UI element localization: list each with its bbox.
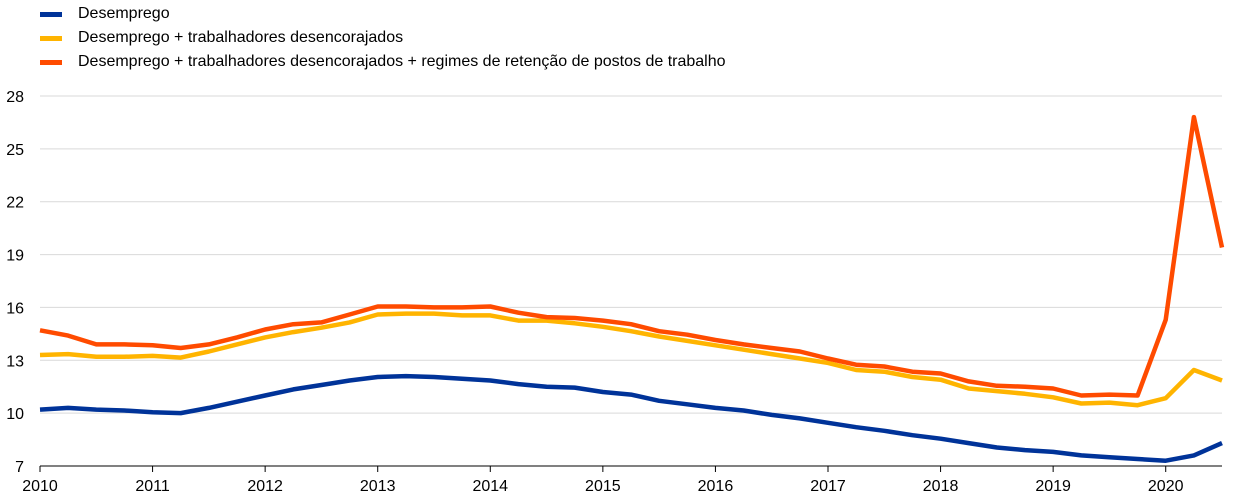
y-tick-label: 28 [6, 89, 24, 106]
x-tick-label: 2017 [810, 478, 846, 495]
x-tick-label: 2015 [585, 478, 621, 495]
y-tick-labels: 7 10 13 16 19 22 25 28 [6, 89, 24, 476]
legend-item-desencorajados: Desemprego + trabalhadores desencorajado… [40, 26, 726, 50]
legend-item-desemprego: Desemprego [40, 2, 726, 26]
legend-label-desencorajados: Desemprego + trabalhadores desencorajado… [78, 29, 404, 46]
y-tick-label: 16 [6, 300, 24, 317]
series-line-desencorajados [39, 311, 1223, 408]
legend-swatch-desemprego [40, 11, 62, 17]
y-tick-label: 13 [6, 353, 24, 370]
legend: Desemprego Desemprego + trabalhadores de… [40, 2, 726, 74]
x-tick-label: 2019 [1035, 478, 1071, 495]
x-tick-label: 2018 [923, 478, 959, 495]
series-line-desemprego [39, 373, 1223, 463]
legend-item-retencao: Desemprego + trabalhadores desencorajado… [40, 50, 726, 74]
y-tick-label: 25 [6, 142, 24, 159]
x-tick-label: 2010 [22, 478, 58, 495]
y-tick-label: 19 [6, 248, 24, 265]
y-tick-label: 7 [15, 459, 24, 476]
x-tick-labels: 2010 2011 2012 2013 2014 2015 2016 2017 2018 2019… [22, 478, 1183, 495]
series-line-retencao [39, 114, 1225, 398]
x-tick-label: 2012 [247, 478, 283, 495]
axes [39, 465, 1222, 472]
x-tick-label: 2016 [698, 478, 734, 495]
x-tick-label: 2013 [360, 478, 396, 495]
legend-swatch-desencorajados [40, 35, 62, 41]
series-lines [39, 114, 1225, 463]
legend-swatch-retencao [40, 59, 62, 65]
y-tick-label: 10 [6, 406, 24, 423]
x-tick-label: 2020 [1148, 478, 1184, 495]
x-tick-label: 2011 [135, 478, 170, 495]
x-tick-label: 2014 [472, 478, 508, 495]
legend-label-desemprego: Desemprego [78, 5, 170, 22]
y-tick-label: 22 [6, 195, 24, 212]
legend-label-retencao: Desemprego + trabalhadores desencorajado… [78, 53, 726, 70]
gridlines [40, 95, 1222, 414]
